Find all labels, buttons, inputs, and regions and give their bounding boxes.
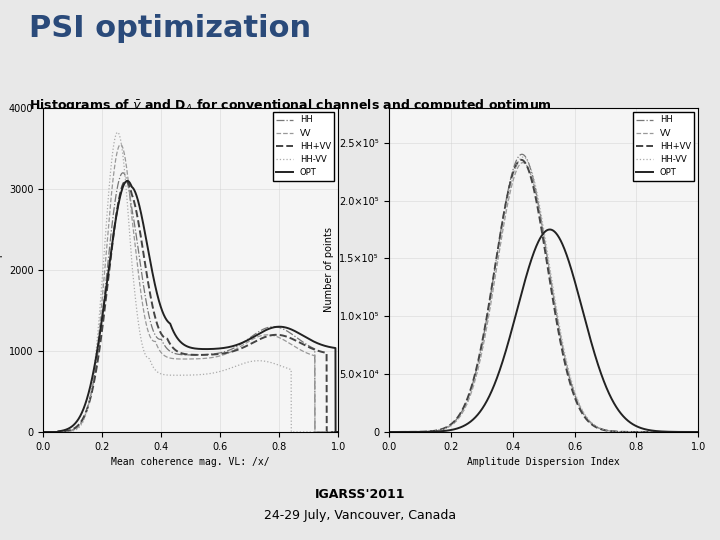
- Text: 24-29 July, Vancouver, Canada: 24-29 July, Vancouver, Canada: [264, 509, 456, 522]
- Legend: HH, VV, HH+VV, HH-VV, OPT: HH, VV, HH+VV, HH-VV, OPT: [633, 112, 694, 180]
- Legend: HH, VV, HH+VV, HH-VV, OPT: HH, VV, HH+VV, HH-VV, OPT: [273, 112, 334, 180]
- Text: Histograms of $\bar{\gamma}$ and D$_A$ for conventional channels and computed op: Histograms of $\bar{\gamma}$ and D$_A$ f…: [29, 97, 552, 113]
- Text: PSI optimization: PSI optimization: [29, 14, 311, 43]
- Y-axis label: Number of points: Number of points: [324, 227, 334, 313]
- Y-axis label: Number of points: Number of points: [0, 227, 4, 313]
- Text: IGARSS'2011: IGARSS'2011: [315, 488, 405, 501]
- X-axis label: Amplitude Dispersion Index: Amplitude Dispersion Index: [467, 457, 620, 467]
- X-axis label: Mean coherence mag. VL: /x/: Mean coherence mag. VL: /x/: [112, 457, 270, 467]
